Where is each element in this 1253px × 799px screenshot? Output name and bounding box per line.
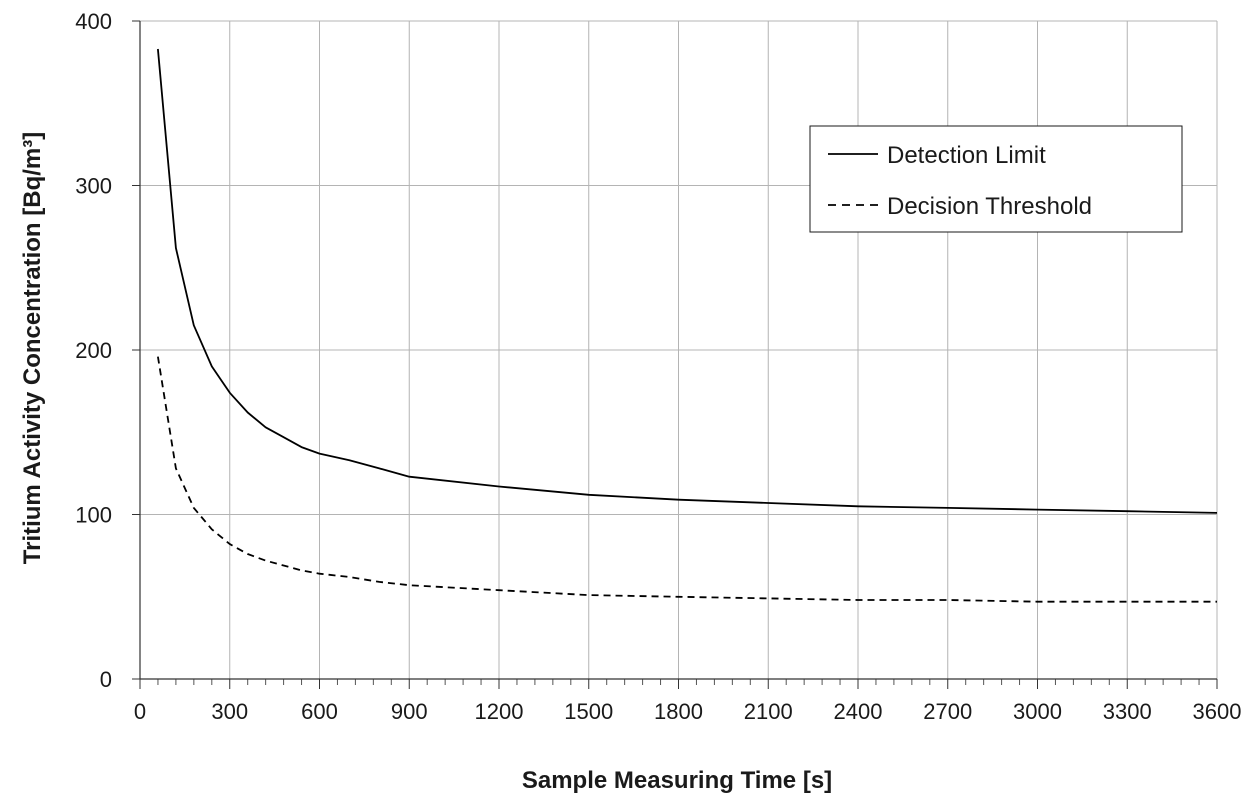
legend: Detection Limit Decision Threshold — [809, 125, 1183, 233]
legend-box — [809, 125, 1183, 233]
y-tick-label: 300 — [75, 174, 112, 199]
gridlines — [140, 20, 1218, 679]
x-tick-label: 2100 — [744, 699, 793, 724]
y-axis-title: Tritium Activity Concentration [Bq/m³] — [19, 132, 46, 564]
x-tick-label: 300 — [211, 699, 248, 724]
x-tick-label: 600 — [301, 699, 338, 724]
x-tick-label: 1200 — [475, 699, 524, 724]
x-tick-label: 900 — [391, 699, 428, 724]
legend-label-decision-threshold: Decision Threshold — [887, 193, 1092, 220]
x-tick-label: 0 — [134, 699, 146, 724]
x-tick-labels: 0 300 600 900 1200 1500 1800 2100 2400 2700 3000 33… — [134, 699, 1242, 724]
x-minor-ticks — [157, 679, 1200, 685]
y-tick-label: 100 — [75, 503, 112, 528]
x-tick-label: 1800 — [654, 699, 703, 724]
series-line-decision-threshold — [157, 356, 1217, 603]
series-line-detection-limit — [157, 48, 1218, 514]
x-tick-label: 3600 — [1193, 699, 1242, 724]
x-axis-title: Sample Measuring Time [s] — [522, 767, 832, 794]
y-tick-labels: 0 100 200 300 400 — [75, 9, 112, 692]
y-tick-label: 400 — [75, 9, 112, 34]
y-tick-label: 200 — [75, 338, 112, 363]
legend-label-detection-limit: Detection Limit — [887, 142, 1046, 169]
axes — [132, 20, 1218, 689]
x-tick-label: 2700 — [923, 699, 972, 724]
y-tick-label: 0 — [100, 667, 112, 692]
x-tick-label: 2400 — [834, 699, 883, 724]
x-tick-label: 3300 — [1103, 699, 1152, 724]
series-lines — [157, 48, 1218, 603]
x-tick-label: 3000 — [1013, 699, 1062, 724]
x-tick-label: 1500 — [564, 699, 613, 724]
